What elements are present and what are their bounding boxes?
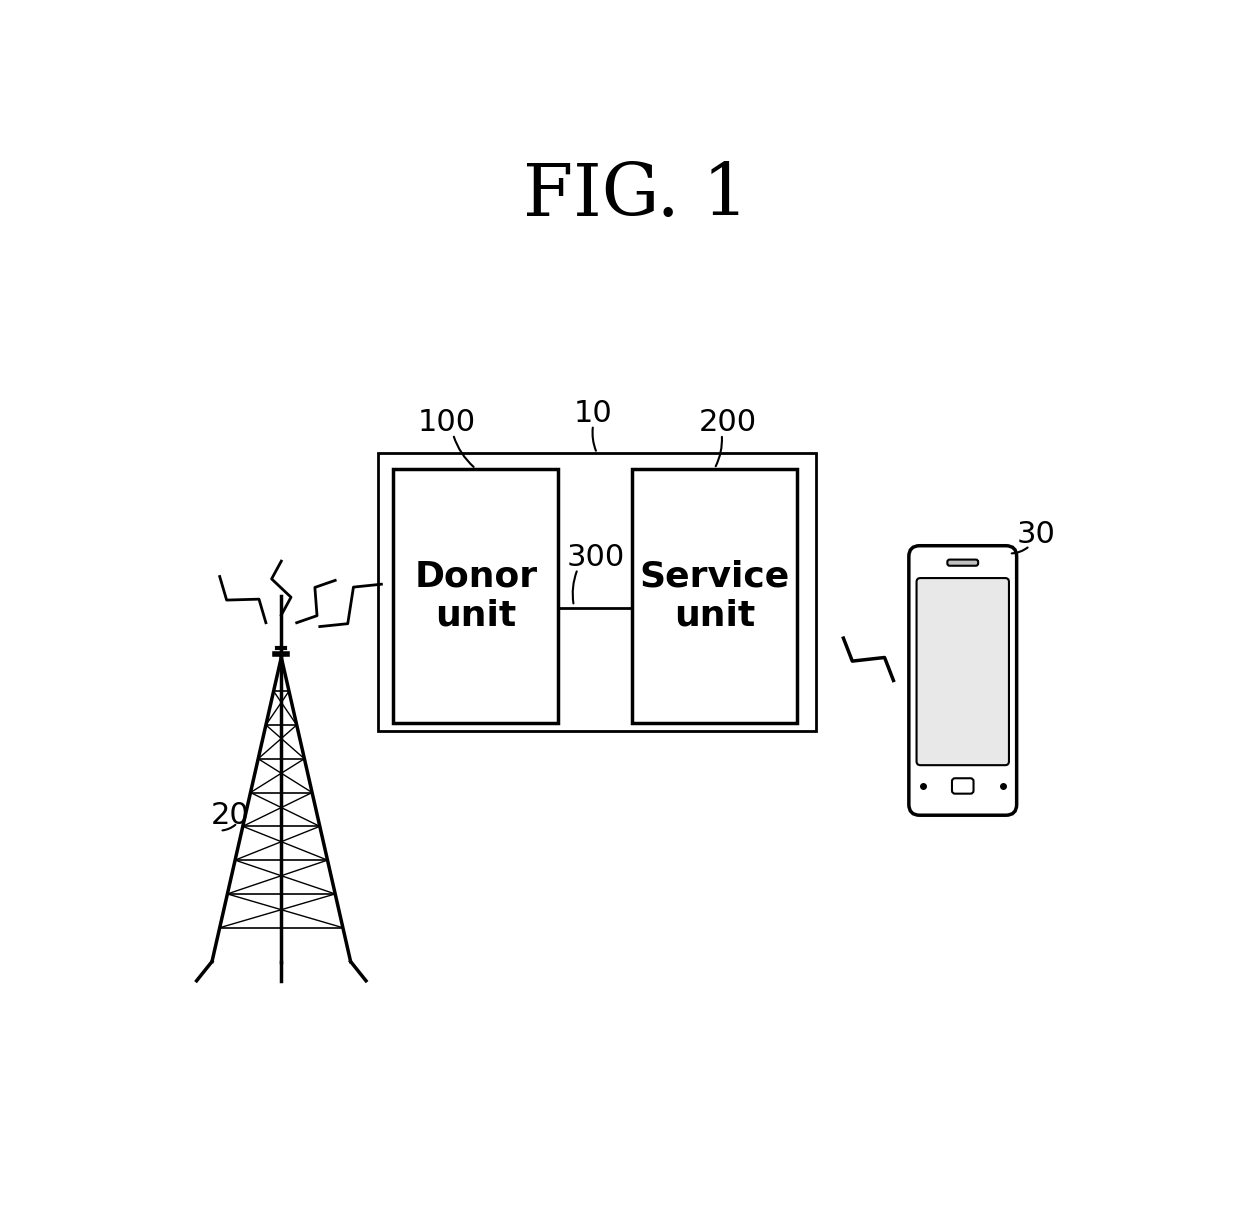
Text: 100: 100 [418, 408, 476, 437]
Text: FIG. 1: FIG. 1 [523, 160, 748, 230]
Text: 30: 30 [1017, 520, 1055, 549]
FancyBboxPatch shape [947, 559, 978, 566]
Text: 200: 200 [699, 408, 756, 437]
FancyBboxPatch shape [909, 546, 1017, 815]
Text: 20: 20 [211, 800, 249, 830]
Bar [631, 469, 797, 723]
FancyBboxPatch shape [952, 779, 973, 793]
Text: Service
unit: Service unit [640, 559, 790, 632]
Text: 10: 10 [574, 398, 613, 427]
Text: Donor
unit: Donor unit [414, 559, 537, 632]
FancyBboxPatch shape [916, 578, 1009, 765]
Bar [393, 469, 558, 723]
Text: 300: 300 [567, 543, 625, 572]
Bar [377, 453, 816, 730]
